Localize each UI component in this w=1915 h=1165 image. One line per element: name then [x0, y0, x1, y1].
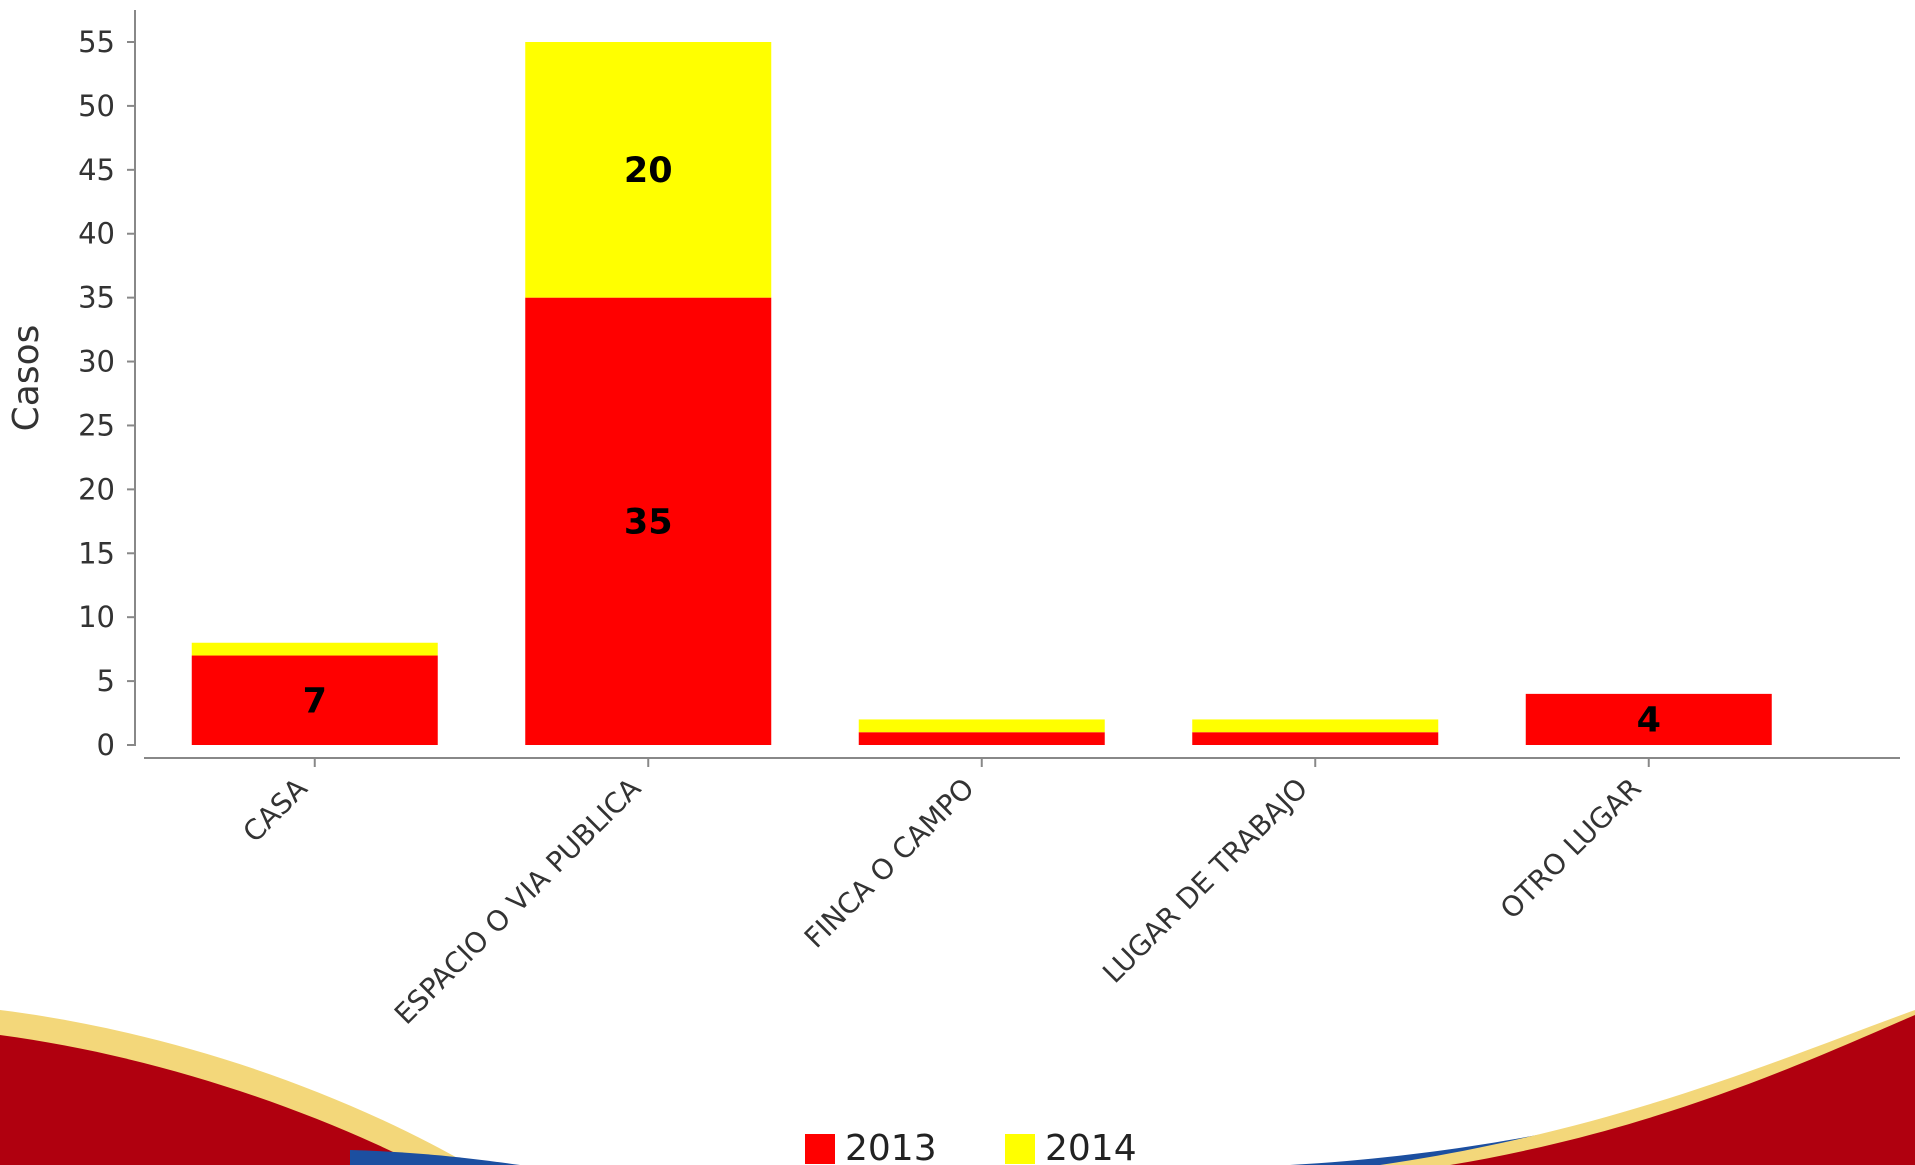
y-tick-label: 20	[78, 472, 115, 506]
bar-2013-otro-lugar	[1525, 693, 1772, 745]
y-tick-label: 0	[97, 728, 115, 762]
y-axis-ticks: 0 5 10 15 20 25 30 35 40 45 50 55	[78, 25, 135, 762]
bar-2014-lugar-de-trabajo	[1192, 719, 1439, 733]
footer-swoosh-decoration	[0, 1010, 1915, 1165]
bar-2014-finca-o-campo	[858, 719, 1105, 733]
data-labels-group: 7 35 20 4	[303, 151, 1661, 741]
bars-group	[191, 42, 1772, 745]
footer-swoosh-left-blue	[350, 1150, 520, 1165]
x-axis-ticks: CASA ESPACIO O VIA PUBLICA FINCA O CAMPO LU…	[237, 758, 1650, 1031]
x-tick-label: FINCA O CAMPO	[798, 772, 981, 955]
footer-swoosh-left-red	[0, 1035, 420, 1165]
y-tick-label: 25	[78, 408, 115, 442]
legend-label: 2014	[1045, 1128, 1137, 1165]
y-tick-label: 30	[78, 345, 115, 379]
data-label: 35	[624, 502, 673, 542]
footer-swoosh-right-red	[1450, 1015, 1915, 1165]
y-tick-label: 55	[78, 25, 115, 59]
bar-2013-lugar-de-trabajo	[1192, 732, 1439, 745]
y-tick-label: 10	[78, 600, 115, 634]
x-tick-label: CASA	[237, 772, 314, 849]
legend-label: 2013	[845, 1128, 937, 1165]
bar-2013-finca-o-campo	[858, 732, 1105, 745]
data-label: 7	[303, 681, 327, 721]
y-tick-label: 45	[78, 153, 115, 187]
y-tick-label: 35	[78, 281, 115, 315]
legend: 2013 2014	[805, 1128, 1137, 1165]
bar-2014-espacio-o-via-publica	[525, 42, 772, 298]
y-tick-label: 40	[78, 217, 115, 251]
y-tick-label: 5	[97, 664, 115, 698]
data-label: 20	[624, 151, 673, 191]
legend-swatch	[1005, 1134, 1035, 1164]
bar-2014-casa	[191, 642, 438, 656]
x-tick-label: LUGAR DE TRABAJO	[1096, 772, 1314, 990]
x-tick-label: OTRO LUGAR	[1494, 772, 1648, 926]
bar-2013-casa	[191, 655, 438, 745]
x-tick-label: ESPACIO O VIA PUBLICA	[388, 772, 647, 1031]
y-tick-label: 50	[78, 89, 115, 123]
y-axis-title: Casos	[6, 325, 47, 432]
data-label: 4	[1637, 700, 1661, 740]
y-tick-label: 15	[78, 536, 115, 570]
bar-2013-espacio-o-via-publica	[525, 297, 772, 745]
legend-swatch	[805, 1134, 835, 1164]
